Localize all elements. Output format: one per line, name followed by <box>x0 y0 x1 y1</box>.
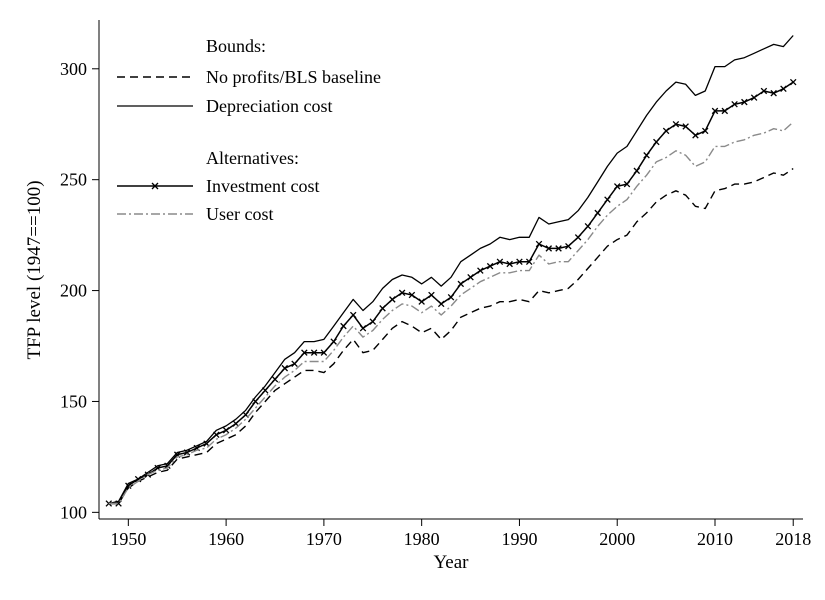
x-tick-label: 1990 <box>501 529 537 549</box>
data-point-marker <box>437 300 445 308</box>
plot-area <box>98 20 803 520</box>
data-point-marker <box>741 98 748 106</box>
data-point-marker <box>457 280 465 288</box>
legend-label-depreciation: Depreciation cost <box>206 96 332 116</box>
x-tick-label: 2000 <box>599 529 635 549</box>
data-point-marker <box>770 89 777 97</box>
y-axis-label: TFP level (1947==100) <box>24 180 45 359</box>
y-tick-label: 250 <box>60 170 87 190</box>
data-point-marker <box>369 318 377 325</box>
series-line-depreciation-cost <box>108 35 794 505</box>
y-tick-label: 100 <box>60 502 87 522</box>
data-point-marker <box>379 305 386 312</box>
data-point-marker <box>261 387 269 394</box>
data-point-marker <box>535 240 543 248</box>
data-point-marker <box>330 338 337 345</box>
x-tick-label: 2018 <box>775 529 811 549</box>
legend: Bounds: No profits/BLS baseline Deprecia… <box>117 36 381 224</box>
x-tick-label: 1970 <box>306 529 342 549</box>
data-point-marker <box>633 167 641 175</box>
data-point-marker <box>789 78 797 86</box>
legend-label-user-cost: User cost <box>206 204 273 224</box>
data-point-marker <box>516 258 523 265</box>
data-point-marker <box>222 427 230 434</box>
data-point-marker <box>389 296 396 303</box>
data-point-marker <box>271 376 279 383</box>
data-point-marker <box>183 449 191 456</box>
x-tick-label: 1950 <box>110 529 146 549</box>
y-tick-label: 200 <box>60 281 87 301</box>
legend-group-title-alternatives: Alternatives: <box>206 148 299 168</box>
data-point-marker <box>105 500 113 507</box>
data-point-marker <box>301 349 308 356</box>
data-point-marker <box>428 291 435 299</box>
legend-group-title-bounds: Bounds: <box>206 36 266 56</box>
x-tick-label: 2010 <box>697 529 733 549</box>
data-point-marker <box>721 107 729 115</box>
data-point-marker <box>711 107 719 115</box>
series-line-no-profits-bls-baseline <box>108 168 794 505</box>
data-point-marker <box>496 258 504 265</box>
data-point-marker <box>340 322 347 330</box>
data-point-marker <box>574 234 582 241</box>
data-point-marker <box>613 183 621 190</box>
data-point-marker <box>467 274 474 281</box>
data-point-marker <box>750 94 758 101</box>
x-axis-ticks: 1950 1960 1970 1980 1990 2000 2010 2018 <box>110 519 811 549</box>
legend-swatch-investment-marker <box>151 182 159 190</box>
data-point-marker <box>486 262 494 270</box>
data-point-marker <box>682 123 689 130</box>
data-point-marker <box>594 209 601 217</box>
data-point-marker <box>506 260 513 268</box>
data-point-marker <box>418 298 425 305</box>
data-point-marker <box>653 138 660 146</box>
data-point-marker <box>584 222 592 230</box>
data-point-marker <box>447 293 455 301</box>
data-point-marker <box>408 291 416 299</box>
data-point-marker <box>398 289 406 297</box>
data-point-marker <box>643 152 650 159</box>
x-tick-label: 1960 <box>208 529 244 549</box>
legend-label-investment: Investment cost <box>206 176 319 196</box>
data-point-marker <box>701 127 709 135</box>
data-point-marker <box>662 127 670 135</box>
data-point-marker <box>291 360 298 368</box>
data-point-marker <box>281 364 289 372</box>
y-axis-ticks: 100 150 200 250 300 <box>60 59 99 522</box>
series-layer <box>105 35 797 507</box>
data-point-marker <box>565 242 572 250</box>
data-point-marker <box>477 267 484 274</box>
data-point-marker <box>731 101 738 108</box>
data-point-marker <box>623 180 631 188</box>
data-point-marker <box>359 325 367 332</box>
y-tick-label: 150 <box>60 391 87 411</box>
x-axis-label: Year <box>433 552 469 573</box>
data-point-marker <box>252 398 259 405</box>
legend-label-no-profits: No profits/BLS baseline <box>206 67 381 87</box>
series-line-investment-cost <box>108 81 794 505</box>
data-point-marker <box>760 87 768 95</box>
x-tick-label: 1980 <box>404 529 440 549</box>
data-point-marker <box>604 196 611 203</box>
data-point-marker <box>125 482 132 489</box>
data-point-marker <box>310 349 318 356</box>
data-point-marker <box>780 85 787 93</box>
data-point-marker <box>213 431 220 438</box>
data-point-marker <box>555 245 562 252</box>
data-point-marker <box>320 349 328 356</box>
data-point-marker <box>164 462 171 470</box>
data-point-marker <box>545 245 553 252</box>
data-point-marker <box>525 258 533 265</box>
y-tick-label: 300 <box>60 59 87 79</box>
data-point-marker <box>349 311 357 319</box>
data-point-marker <box>672 120 680 128</box>
data-point-marker <box>134 475 142 483</box>
series-line-user-cost <box>108 121 794 505</box>
data-point-marker <box>692 132 699 139</box>
